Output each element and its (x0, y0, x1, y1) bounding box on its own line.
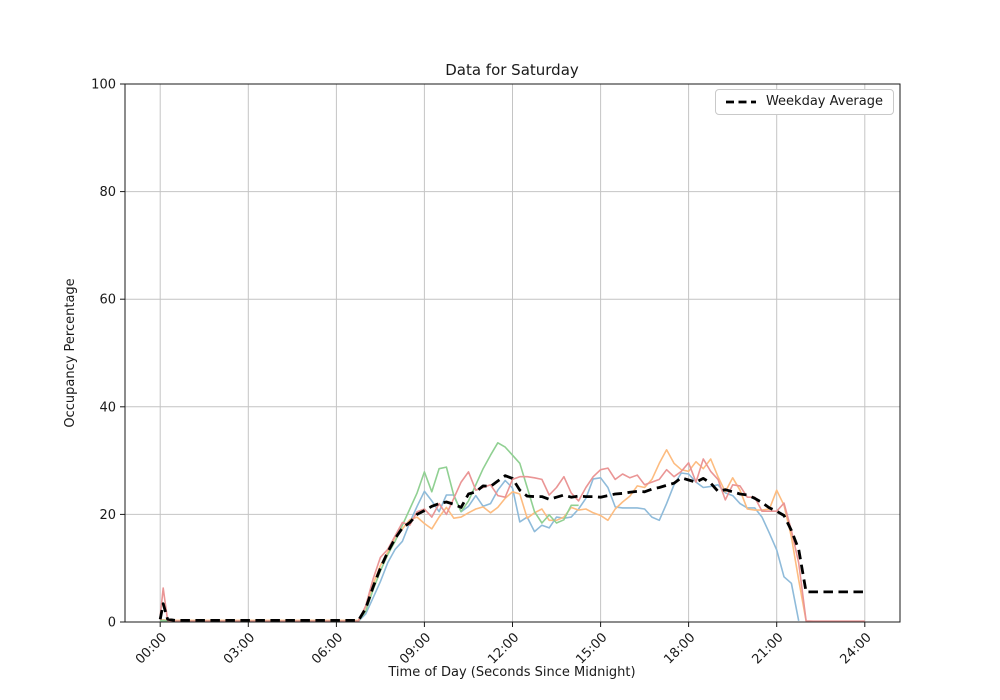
legend-dash-sample (725, 100, 756, 104)
y-tick-label: 80 (99, 185, 116, 200)
x-tick-label: 06:00 (309, 630, 346, 667)
x-axis-label: Time of Day (Seconds Since Midnight) (387, 665, 635, 680)
x-tick-label: 09:00 (397, 630, 434, 667)
series-saturday-line-1 (160, 472, 800, 622)
x-tick-label: 18:00 (661, 630, 698, 667)
x-tick-label: 15:00 (573, 630, 610, 667)
y-axis-label: Occupancy Percentage (63, 278, 78, 427)
y-tick-label: 40 (99, 400, 116, 415)
series-saturday-line-2 (160, 449, 807, 622)
x-tick-label: 24:00 (838, 630, 875, 667)
x-tick-label: 00:00 (133, 630, 170, 667)
legend-label: Weekday Average (765, 94, 883, 109)
y-tick-label: 100 (91, 78, 116, 93)
x-tick-label: 12:00 (485, 630, 522, 667)
x-tick-label: 03:00 (221, 630, 258, 667)
y-tick-label: 60 (99, 293, 116, 308)
y-tick-label: 0 (108, 616, 116, 631)
legend: Weekday Average (714, 89, 894, 115)
plot-area: 00:00 03:00 06:00 09:00 12:00 15:00 18:00 21:00… (91, 78, 901, 667)
x-tick-label: 21:00 (749, 630, 786, 667)
chart-title: Data for Saturday (445, 61, 579, 79)
series-weekday-average (158, 474, 865, 622)
y-tick-label: 20 (99, 508, 116, 523)
